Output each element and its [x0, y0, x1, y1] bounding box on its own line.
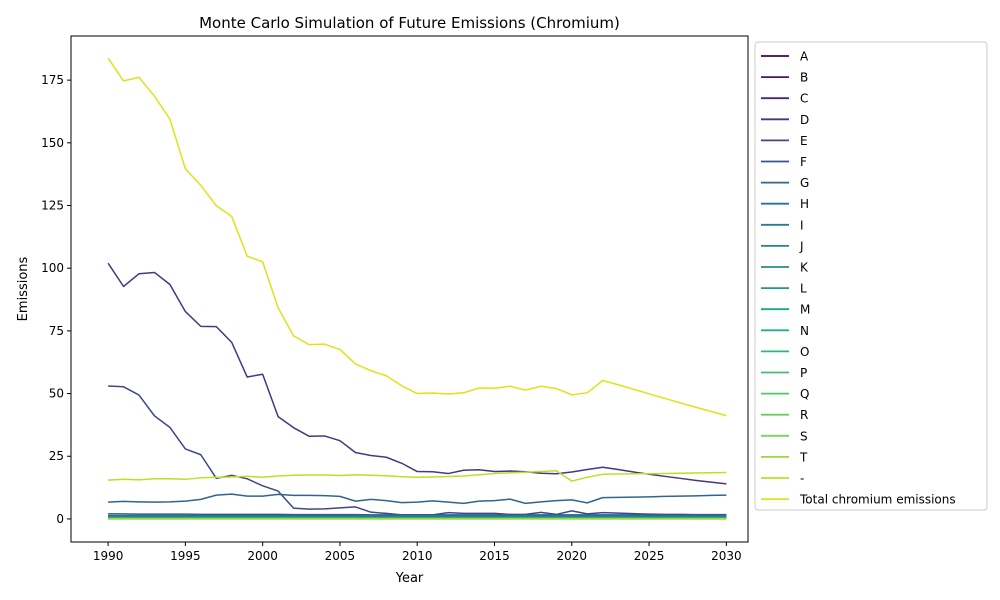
y-tick-label: 75 [49, 324, 64, 338]
y-tick-label: 175 [41, 73, 64, 87]
y-tick-label: 50 [49, 387, 64, 401]
y-tick-label: 0 [56, 512, 64, 526]
x-axis-label: Year [395, 571, 424, 586]
series-line-6 [108, 493, 727, 505]
legend-label-18: S [800, 429, 808, 443]
legend-label-9: J [799, 239, 804, 253]
legend-label-0: A [800, 50, 809, 64]
legend-box [754, 41, 988, 511]
chart-title: Monte Carlo Simulation of Future Emissio… [199, 14, 620, 32]
legend-label-1: B [800, 71, 808, 85]
legend-label-13: N [800, 324, 809, 338]
x-tick-label: 2015 [479, 549, 510, 563]
series-line-21 [107, 57, 727, 417]
series-line-3 [107, 262, 727, 485]
series-layer [107, 57, 727, 520]
legend-label-6: G [800, 176, 809, 190]
y-tick-label: 150 [41, 136, 64, 150]
x-tick-label: 1990 [93, 549, 124, 563]
y-tick-label: 100 [41, 261, 64, 275]
y-axis-ticks: 0 25 50 75 100 125 150 175 [41, 73, 71, 526]
x-tick-label: 2030 [711, 549, 742, 563]
legend-label-11: L [800, 282, 807, 296]
legend-label-17: R [800, 408, 808, 422]
y-tick-label: 125 [41, 199, 64, 213]
x-tick-label: 2010 [402, 549, 433, 563]
legend-label-20: - [800, 472, 804, 486]
x-tick-label: 2025 [634, 549, 665, 563]
legend-label-7: H [800, 197, 809, 211]
legend-label-15: P [800, 366, 807, 380]
legend-label-8: I [800, 218, 804, 232]
legend-label-4: E [800, 134, 808, 148]
legend-label-21: Total chromium emissions [799, 493, 956, 507]
legend-label-14: O [800, 345, 809, 359]
legend-label-10: K [800, 261, 809, 275]
series-line-20 [108, 470, 727, 482]
legend-label-12: M [800, 303, 810, 317]
x-axis-ticks: 1990 1995 2000 2005 2010 2015 2020 2025 2030 [93, 542, 742, 563]
x-tick-label: 2005 [325, 549, 356, 563]
legend-label-19: T [799, 450, 808, 464]
x-tick-label: 1995 [170, 549, 201, 563]
legend-label-16: Q [800, 387, 809, 401]
y-tick-label: 25 [49, 449, 64, 463]
legend-label-3: D [800, 113, 809, 127]
legend-label-5: F [800, 155, 807, 169]
legend-label-2: C [800, 92, 808, 106]
x-tick-label: 2000 [247, 549, 278, 563]
y-axis-label: Emissions [16, 256, 31, 321]
plot-area: 1990 1995 2000 2005 2010 2015 2020 2025 2030 0 25… [41, 35, 749, 563]
x-tick-label: 2020 [557, 549, 588, 563]
axes-frame [70, 35, 749, 543]
